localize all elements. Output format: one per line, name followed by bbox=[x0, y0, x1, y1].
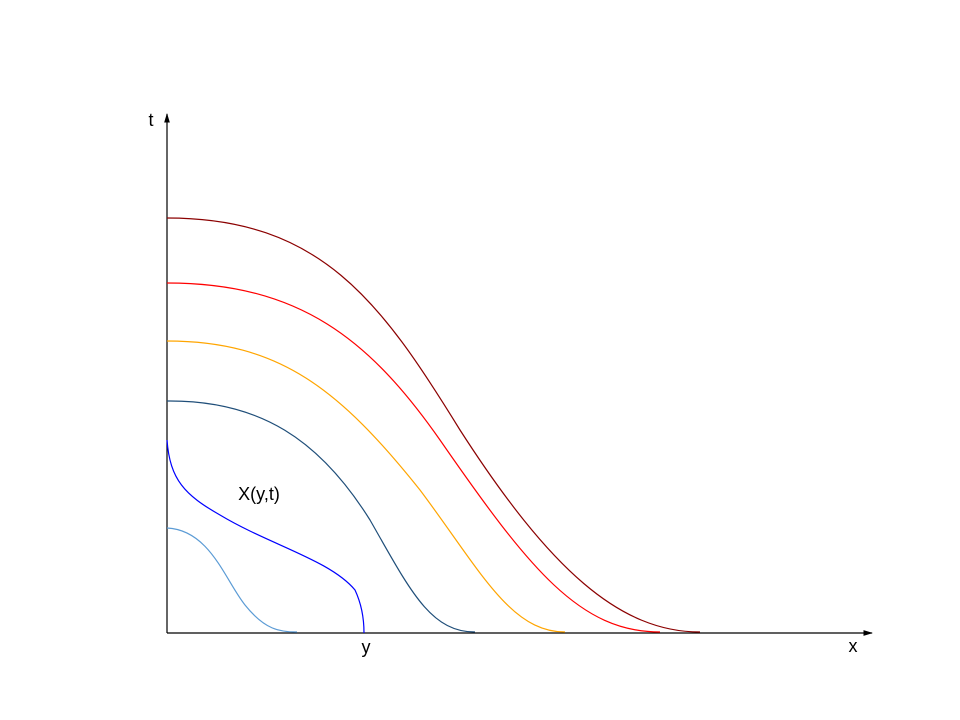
curve-label: X(y,t) bbox=[238, 484, 280, 504]
curve-light-blue bbox=[166, 527, 298, 633]
curve-blue bbox=[166, 439, 365, 634]
curve-dark-red bbox=[166, 217, 701, 633]
x-axis-label: x bbox=[849, 636, 858, 656]
t-axis-label: t bbox=[148, 110, 153, 130]
curve-dark-blue bbox=[166, 400, 476, 633]
y-point-label: y bbox=[362, 637, 371, 657]
curve-orange bbox=[166, 340, 566, 633]
curve-red bbox=[166, 282, 661, 633]
